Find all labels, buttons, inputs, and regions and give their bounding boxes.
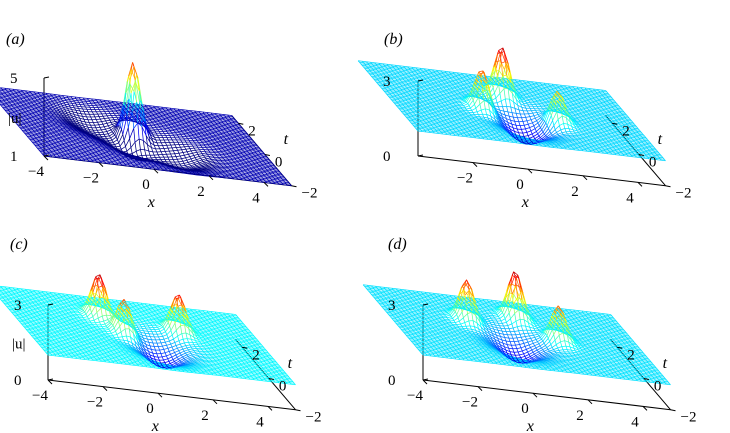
z-tick-label: 1 [10,149,18,165]
x-axis-line [48,380,296,410]
z-tick-label: 0 [14,373,22,389]
surface-mesh [0,275,295,385]
panel-label: (d) [388,236,407,253]
t-tick-label: −2 [676,186,692,202]
z-tick [423,379,428,380]
x-tick-label: −2 [83,171,99,187]
x-tick-label: 4 [631,414,639,430]
z-tick [418,155,423,156]
x-tick-label: −2 [87,395,103,411]
t-tick-label: −2 [302,186,318,202]
t-axis-label: t [284,131,289,148]
x-axis-label: x [526,418,534,433]
x-tick-label: −4 [28,164,44,180]
z-axis-label: |u| [8,111,22,127]
t-tick [292,186,297,187]
z-tick-label: 3 [388,298,396,314]
x-axis-line [418,156,666,186]
x-tick-label: 0 [521,401,529,417]
x-tick-label: 2 [576,408,584,424]
t-tick-label: 2 [252,347,259,363]
t-tick-label: 2 [627,347,635,363]
t-tick-label: −2 [306,410,322,426]
x-tick-label: −2 [462,395,478,411]
t-axis-label: t [288,355,293,372]
x-tick-label: −4 [407,388,423,404]
z-tick-label: 0 [388,373,396,389]
x-tick-label: 2 [197,184,205,200]
x-tick-label: 4 [626,190,634,206]
t-axis-label: t [658,131,663,148]
x-tick-label: 0 [146,401,154,417]
x-tick-label: 2 [201,408,209,424]
t-tick-label: 0 [649,155,657,171]
t-tick-label: 2 [248,123,256,139]
x-tick-label: −2 [457,171,473,187]
surface-plot-panel: −2 0 2 4x−202 t03(b) [358,31,691,211]
panel-label: (a) [6,31,25,48]
x-tick-label: 4 [256,414,264,430]
z-tick [44,155,49,156]
x-axis-label: x [521,194,529,211]
t-tick-label: −2 [681,410,697,426]
t-tick-label: 0 [279,379,287,395]
surface-mesh [363,272,670,385]
x-axis-line [423,380,671,410]
t-axis-label: t [663,355,668,372]
x-tick-label: −4 [32,388,48,404]
z-tick-label: 3 [383,74,391,90]
t-tick [666,186,671,187]
z-tick-label: 0 [383,149,391,165]
x-axis-label: x [151,418,159,433]
t-tick-label: 0 [654,379,662,395]
t-tick [296,410,301,411]
surface-plot-panel: −4 −2 0 2 4x−202 t03(d) [363,236,696,433]
t-tick [671,410,676,411]
panel-label: (c) [10,236,28,253]
surface-mesh [358,48,665,161]
x-tick-label: 4 [252,190,260,206]
surface-plot-panel: −4 −2 0 2 4x−202 t03|u|(c) [0,236,321,433]
x-tick-label: 0 [142,177,150,193]
x-tick-label: 2 [571,184,579,200]
panel-label: (b) [384,31,403,48]
t-tick-label: 2 [622,123,630,139]
x-axis-label: x [147,194,155,211]
z-axis-label: |u| [12,337,26,353]
z-tick-label: 5 [10,71,18,87]
z-tick-label: 3 [14,298,22,314]
z-tick [48,379,53,380]
surface-plot-panel: −4 −2 0 2 4 x −2 0 2 t 1 5 |u| (a) [0,31,317,211]
z-tick [44,77,49,78]
t-tick-label: 0 [275,155,283,171]
figure: −4 −2 0 2 4x−202 t15|u|(a)−2 0 2 4x−202 t03(b)−4−… [0,0,730,433]
x-tick-label: 0 [516,177,524,193]
